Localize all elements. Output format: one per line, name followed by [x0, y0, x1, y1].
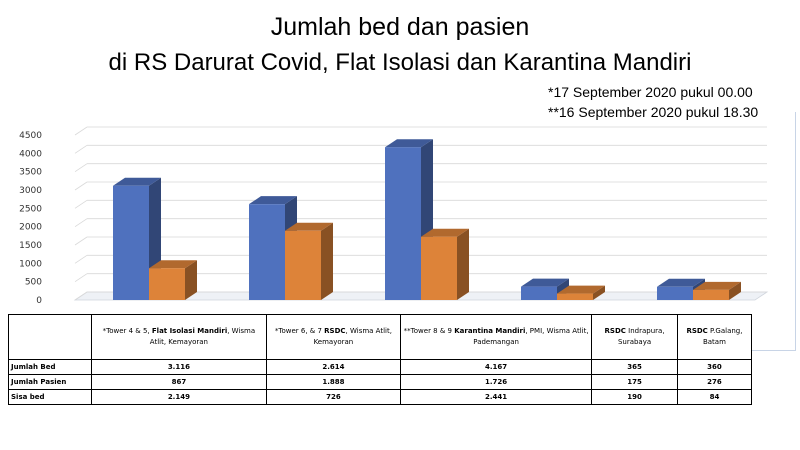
table-cell: 726 [265, 389, 402, 405]
bar-jumlah-pasien [557, 293, 593, 300]
table-header-cell: *Tower 4 & 5, Flat Isolasi Mandiri, Wism… [91, 314, 267, 360]
table-cell: 2.441 [400, 389, 593, 405]
table-cell: 4.167 [400, 359, 593, 375]
bar-side [457, 228, 469, 300]
bar-top [149, 260, 197, 269]
chart-title: Jumlah bed dan pasien [270, 13, 530, 41]
chart-subtitle: di RS Darurat Covid, Flat Isolasi dan Ka… [108, 49, 692, 76]
table-cell: 276 [676, 374, 753, 390]
table-corner-cell [8, 314, 92, 360]
table-cell: 1.726 [400, 374, 593, 390]
data-table: *Tower 4 & 5, Flat Isolasi Mandiri, Wism… [8, 314, 753, 405]
bar-jumlah-pasien [421, 236, 457, 300]
footnote-date-2: **16 September 2020 pukul 18.30 [548, 104, 759, 120]
row-label: Jumlah Pasien [8, 374, 92, 390]
bar-side [321, 222, 333, 300]
bar-jumlah-bed [113, 185, 149, 300]
bar-jumlah-bed [521, 286, 557, 300]
table-header-cell: **Tower 8 & 9 Karantina Mandiri, PMI, Wi… [400, 314, 593, 360]
gridline-depth [74, 200, 88, 209]
table-cell: 2.149 [91, 389, 267, 405]
bar-top [521, 278, 569, 287]
bar-side [593, 285, 605, 300]
table-row: Jumlah Pasien 867 1.888 1.726 175 276 [8, 374, 753, 390]
gridline-depth [74, 291, 88, 301]
table-row: Sisa bed 2.149 726 2.441 190 84 [8, 389, 753, 405]
bar-top [693, 281, 741, 290]
table-cell: 3.116 [91, 359, 267, 375]
bar-top [113, 177, 161, 186]
gridline-depth [74, 255, 88, 264]
footnote-date-1: *17 September 2020 pukul 00.00 [548, 84, 753, 100]
bar-top [657, 278, 705, 287]
gridline-depth [74, 145, 88, 154]
gridline-depth [74, 163, 88, 172]
bar-top [421, 228, 469, 237]
table-header-cell: *Tower 6, & 7 RSDC, Wisma Atlit, Kemayor… [265, 314, 402, 360]
y-tick-label: 0 [36, 296, 42, 306]
gridline-depth [74, 273, 88, 282]
table-cell: 365 [591, 359, 678, 375]
y-tick-label: 3000 [19, 186, 42, 196]
row-label: Jumlah Bed [8, 359, 92, 375]
y-tick-label: 4000 [19, 149, 42, 159]
bar-side [729, 281, 741, 300]
y-tick-label: 1000 [19, 259, 42, 269]
bar-top [557, 285, 605, 294]
table-header-cell: RSDC P.Galang, Batam [676, 314, 753, 360]
bar-jumlah-bed [385, 147, 421, 300]
table-cell: 360 [676, 359, 753, 375]
table-cell: 2.614 [265, 359, 402, 375]
y-tick-label: 2500 [19, 204, 42, 214]
bar-side [185, 260, 197, 300]
y-tick-label: 1500 [19, 241, 42, 251]
table-cell: 175 [591, 374, 678, 390]
bar-jumlah-bed [249, 204, 285, 300]
bar-top [249, 196, 297, 205]
bar-jumlah-bed [657, 286, 693, 300]
gridline-depth [74, 236, 88, 246]
table-cell: 867 [91, 374, 267, 390]
row-label: Sisa bed [8, 389, 92, 405]
table-cell: 84 [676, 389, 753, 405]
table-cell: 190 [591, 389, 678, 405]
table-header-cell: RSDC Indrapura, Surabaya [591, 314, 678, 360]
bar-jumlah-pasien [149, 268, 185, 300]
y-tick-label: 4500 [19, 131, 42, 141]
y-tick-label: 2000 [19, 223, 42, 233]
gridline-depth [74, 181, 88, 191]
bar-jumlah-pasien [285, 230, 321, 300]
bar-top [285, 222, 333, 231]
table-header-row: *Tower 4 & 5, Flat Isolasi Mandiri, Wism… [8, 314, 753, 360]
gridline-depth [74, 218, 88, 227]
bar-top [385, 139, 433, 148]
bar-jumlah-pasien [693, 289, 729, 300]
y-tick-label: 500 [25, 278, 42, 288]
y-tick-label: 3500 [19, 168, 42, 178]
table-cell: 1.888 [265, 374, 402, 390]
gridline-depth [74, 126, 88, 136]
table-row: Jumlah Bed 3.116 2.614 4.167 365 360 [8, 359, 753, 375]
